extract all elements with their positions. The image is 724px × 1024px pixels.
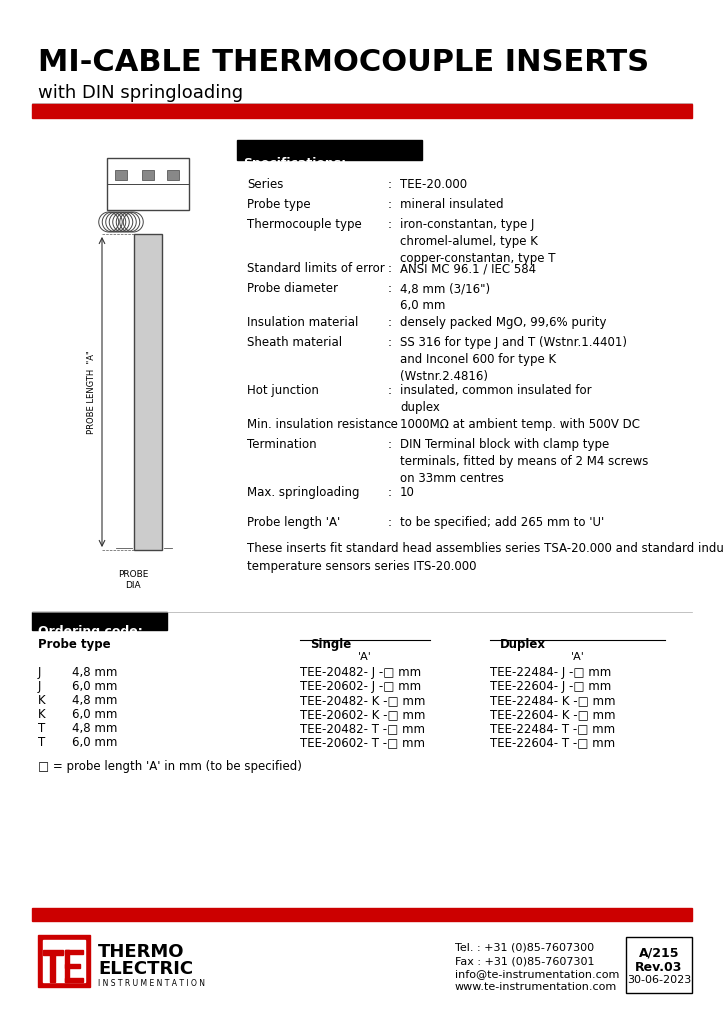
Text: K: K — [38, 708, 46, 721]
Text: Fax : +31 (0)85-7607301: Fax : +31 (0)85-7607301 — [455, 956, 594, 966]
Bar — [237, 140, 422, 160]
Text: Duplex: Duplex — [500, 638, 546, 651]
Text: to be specified; add 265 mm to 'U': to be specified; add 265 mm to 'U' — [400, 516, 605, 529]
Bar — [65, 978, 83, 982]
Bar — [43, 950, 63, 955]
Bar — [107, 158, 189, 210]
Text: SS 316 for type J and T (Wstnr.1.4401)
and Inconel 600 for type K
(Wstnr.2.4816): SS 316 for type J and T (Wstnr.1.4401) a… — [400, 336, 627, 383]
Text: T: T — [38, 722, 45, 735]
Text: 1000MΩ at ambient temp. with 500V DC: 1000MΩ at ambient temp. with 500V DC — [400, 418, 640, 431]
Text: :: : — [388, 178, 392, 191]
Text: Hot junction: Hot junction — [247, 384, 319, 397]
Text: DIN Terminal block with clamp type
terminals, fitted by means of 2 M4 screws
on : DIN Terminal block with clamp type termi… — [400, 438, 649, 485]
Bar — [626, 937, 692, 993]
Text: www.te-instrumentation.com: www.te-instrumentation.com — [455, 982, 618, 992]
Text: :: : — [388, 516, 392, 529]
Text: with DIN springloading: with DIN springloading — [38, 84, 243, 102]
Text: TEE-20482- J -□ mm: TEE-20482- J -□ mm — [300, 666, 421, 679]
Bar — [32, 104, 692, 118]
Text: TEE-20602- J -□ mm: TEE-20602- J -□ mm — [300, 680, 421, 693]
Text: Series: Series — [247, 178, 283, 191]
Text: ANSI MC 96.1 / IEC 584: ANSI MC 96.1 / IEC 584 — [400, 262, 536, 275]
Text: Specifications:: Specifications: — [243, 157, 346, 170]
Text: Probe length 'A': Probe length 'A' — [247, 516, 340, 529]
Text: TEE-20602- K -□ mm: TEE-20602- K -□ mm — [300, 708, 426, 721]
Text: PROBE
DIA: PROBE DIA — [118, 570, 148, 590]
Text: :: : — [388, 438, 392, 451]
Text: 6,0 mm: 6,0 mm — [72, 680, 117, 693]
Text: T: T — [38, 736, 45, 749]
Text: 6,0 mm: 6,0 mm — [72, 708, 117, 721]
Text: insulated, common insulated for
duplex: insulated, common insulated for duplex — [400, 384, 592, 414]
Bar — [32, 612, 167, 630]
Text: A/215: A/215 — [639, 947, 679, 961]
Text: densely packed MgO, 99,6% purity: densely packed MgO, 99,6% purity — [400, 316, 607, 329]
Text: TEE-22484- J -□ mm: TEE-22484- J -□ mm — [490, 666, 611, 679]
Text: 30-06-2023: 30-06-2023 — [627, 975, 691, 985]
Bar — [65, 964, 80, 968]
Bar — [142, 170, 154, 180]
Text: TEE-20482- K -□ mm: TEE-20482- K -□ mm — [300, 694, 426, 707]
Text: 4,8 mm: 4,8 mm — [72, 722, 117, 735]
Text: 4,8 mm: 4,8 mm — [72, 666, 117, 679]
Text: J: J — [38, 666, 41, 679]
Text: K: K — [38, 694, 46, 707]
Text: mineral insulated: mineral insulated — [400, 198, 504, 211]
Text: MI-CABLE THERMOCOUPLE INSERTS: MI-CABLE THERMOCOUPLE INSERTS — [38, 48, 649, 77]
Text: TEE-22604- J -□ mm: TEE-22604- J -□ mm — [490, 680, 611, 693]
Text: TEE-20482- T -□ mm: TEE-20482- T -□ mm — [300, 722, 425, 735]
Text: :: : — [388, 198, 392, 211]
Text: Rev.03: Rev.03 — [636, 961, 683, 974]
Text: J: J — [38, 680, 41, 693]
Text: TEE-22604- T -□ mm: TEE-22604- T -□ mm — [490, 736, 615, 749]
Text: Min. insulation resistance: Min. insulation resistance — [247, 418, 398, 431]
Text: Probe type: Probe type — [38, 638, 111, 651]
Text: 'A': 'A' — [571, 652, 585, 662]
Text: 4,8 mm (3/16")
6,0 mm: 4,8 mm (3/16") 6,0 mm — [400, 282, 490, 312]
Bar — [43, 940, 85, 982]
Text: :: : — [388, 384, 392, 397]
Text: Probe type: Probe type — [247, 198, 311, 211]
Bar — [134, 234, 162, 550]
Text: iron-constantan, type J
chromel-alumel, type K
copper-constantan, type T: iron-constantan, type J chromel-alumel, … — [400, 218, 555, 265]
Text: 10: 10 — [400, 486, 415, 499]
Bar — [50, 955, 55, 982]
Bar — [32, 908, 692, 921]
Text: Tel. : +31 (0)85-7607300: Tel. : +31 (0)85-7607300 — [455, 943, 594, 953]
Text: TEE-22484- K -□ mm: TEE-22484- K -□ mm — [490, 694, 615, 707]
Text: 'A': 'A' — [358, 652, 372, 662]
Text: :: : — [388, 316, 392, 329]
Text: TEE-20.000: TEE-20.000 — [400, 178, 467, 191]
Bar — [65, 950, 69, 982]
Text: TEE-20602- T -□ mm: TEE-20602- T -□ mm — [300, 736, 425, 749]
Text: :: : — [388, 336, 392, 349]
Text: THERMO: THERMO — [98, 943, 185, 961]
Text: info@te-instrumentation.com: info@te-instrumentation.com — [455, 969, 619, 979]
Text: :: : — [388, 486, 392, 499]
Text: TEE-22484- T -□ mm: TEE-22484- T -□ mm — [490, 722, 615, 735]
Text: :: : — [388, 262, 392, 275]
Text: 4,8 mm: 4,8 mm — [72, 694, 117, 707]
Text: :: : — [388, 418, 392, 431]
Text: Single: Single — [310, 638, 351, 651]
Text: Ordering code:: Ordering code: — [38, 625, 143, 638]
Text: PROBE LENGTH  "A": PROBE LENGTH "A" — [88, 350, 96, 434]
Text: Probe diameter: Probe diameter — [247, 282, 338, 295]
Text: Insulation material: Insulation material — [247, 316, 358, 329]
Bar — [38, 935, 90, 987]
Text: □ = probe length 'A' in mm (to be specified): □ = probe length 'A' in mm (to be specif… — [38, 760, 302, 773]
Text: :: : — [388, 282, 392, 295]
Text: ELECTRIC: ELECTRIC — [98, 961, 193, 978]
Text: I N S T R U M E N T A T I O N: I N S T R U M E N T A T I O N — [98, 979, 205, 988]
Bar — [65, 950, 83, 954]
Bar — [115, 170, 127, 180]
Text: Termination: Termination — [247, 438, 316, 451]
Text: These inserts fit standard head assemblies series TSA-20.000 and standard indust: These inserts fit standard head assembli… — [247, 542, 724, 573]
Bar — [167, 170, 179, 180]
Text: Thermocouple type: Thermocouple type — [247, 218, 362, 231]
Text: :: : — [388, 218, 392, 231]
Text: Max. springloading: Max. springloading — [247, 486, 360, 499]
Text: TEE-22604- K -□ mm: TEE-22604- K -□ mm — [490, 708, 615, 721]
Text: 6,0 mm: 6,0 mm — [72, 736, 117, 749]
Text: Sheath material: Sheath material — [247, 336, 342, 349]
